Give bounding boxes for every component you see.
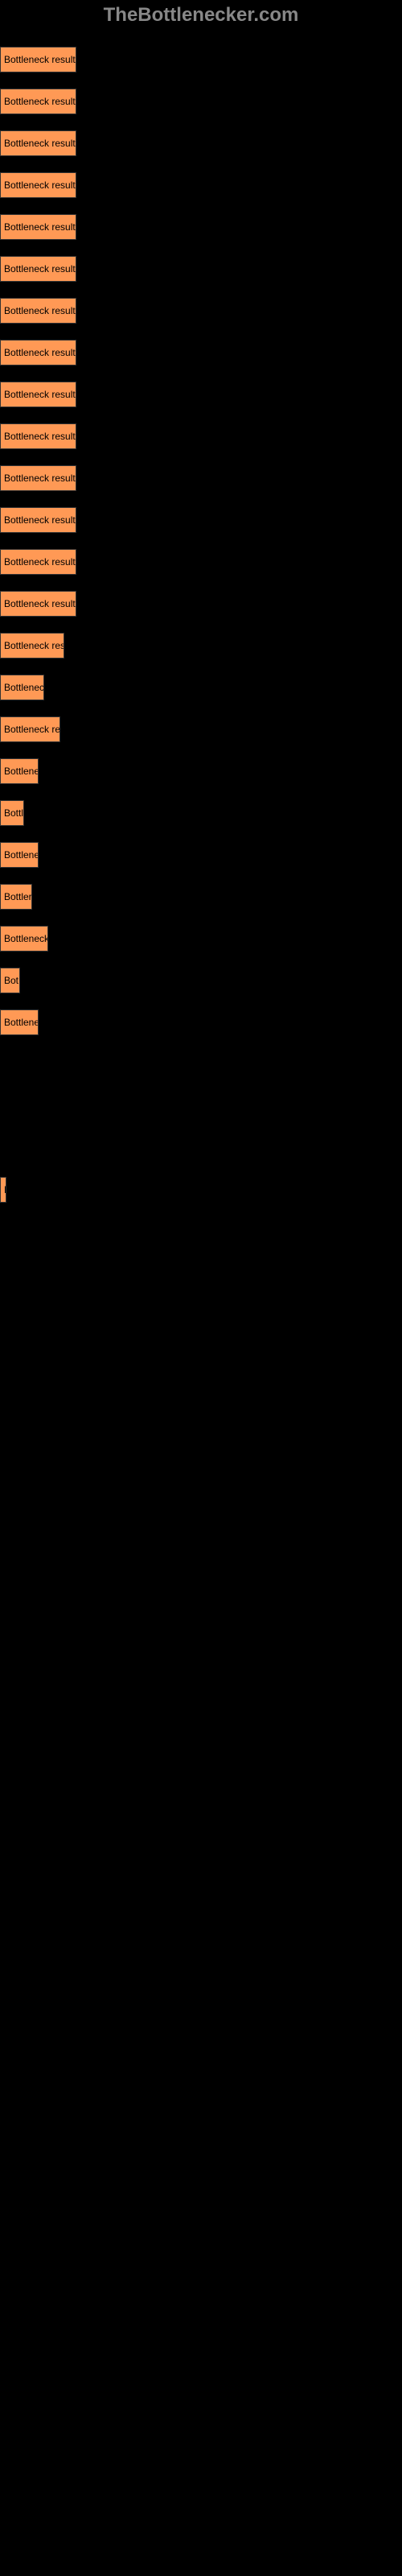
- chart-bar: Bot: [0, 968, 20, 993]
- bar-row: [0, 1127, 402, 1169]
- bar-row: [0, 1043, 402, 1085]
- chart-bar: Bottler: [0, 884, 32, 910]
- bar-row: Bottlene: [0, 1001, 402, 1043]
- chart-bar: Bottlene: [0, 758, 39, 784]
- bar-row: Bottleneck result: [0, 248, 402, 290]
- bar-row: Bottl: [0, 792, 402, 834]
- bar-row: [0, 1085, 402, 1127]
- chart-bar: Bottleneck result: [0, 507, 76, 533]
- bar-row: Bottleneck result: [0, 541, 402, 583]
- bar-row: Bottleneck result: [0, 80, 402, 122]
- site-header: TheBottlenecker.com: [0, 0, 402, 31]
- bar-row: Bottleneck result: [0, 499, 402, 541]
- bar-row: Bottleneck result: [0, 457, 402, 499]
- site-title: TheBottlenecker.com: [104, 4, 299, 26]
- bar-row: Bottler: [0, 876, 402, 918]
- chart-bar: Bottlene: [0, 842, 39, 868]
- bar-row: Bottleneck result: [0, 415, 402, 457]
- bar-row: B: [0, 1169, 402, 1211]
- bar-row: Bottleneck result: [0, 39, 402, 80]
- bar-row: Bottleneck result: [0, 122, 402, 164]
- chart-container: Bottleneck result Bottleneck result Bottle…: [0, 31, 402, 1302]
- chart-bar: Bottleneck result: [0, 382, 76, 407]
- bar-row: Bottleneck: [0, 918, 402, 960]
- chart-bar: Bottleneck result: [0, 130, 76, 156]
- bar-row: Bottleneck result: [0, 583, 402, 625]
- chart-bar: Bottleneck result: [0, 256, 76, 282]
- chart-bar: Bottleneck: [0, 926, 48, 952]
- chart-bar: Bottleneck result: [0, 172, 76, 198]
- chart-bar: Bottleneck result: [0, 549, 76, 575]
- chart-bar: Bottleneck result: [0, 47, 76, 72]
- chart-bar: Bottleneck res: [0, 633, 64, 658]
- bar-row: Bottleneck result: [0, 332, 402, 374]
- chart-bar: Bottleneck result: [0, 298, 76, 324]
- chart-bar: Bottleneck result: [0, 591, 76, 617]
- chart-bar: B: [0, 1177, 6, 1203]
- bar-row: [0, 1211, 402, 1253]
- bar-row: Bottleneck result: [0, 374, 402, 415]
- chart-bar: Bottlenec: [0, 675, 44, 700]
- bar-row: Bottlenec: [0, 667, 402, 708]
- bar-row: Bottleneck re: [0, 708, 402, 750]
- chart-bar: Bottl: [0, 800, 24, 826]
- chart-bar: Bottleneck re: [0, 716, 60, 742]
- bar-row: Bottleneck result: [0, 206, 402, 248]
- bar-row: Bottlene: [0, 834, 402, 876]
- bar-row: Bottleneck result: [0, 290, 402, 332]
- bar-row: Bottlene: [0, 750, 402, 792]
- chart-bar: Bottleneck result: [0, 214, 76, 240]
- bar-row: Bottleneck res: [0, 625, 402, 667]
- chart-bar: Bottleneck result: [0, 340, 76, 365]
- chart-bar: Bottleneck result: [0, 89, 76, 114]
- bar-row: [0, 1253, 402, 1294]
- chart-bar: Bottlene: [0, 1009, 39, 1035]
- chart-bar: Bottleneck result: [0, 465, 76, 491]
- bar-row: Bot: [0, 960, 402, 1001]
- bar-row: Bottleneck result: [0, 164, 402, 206]
- chart-bar: Bottleneck result: [0, 423, 76, 449]
